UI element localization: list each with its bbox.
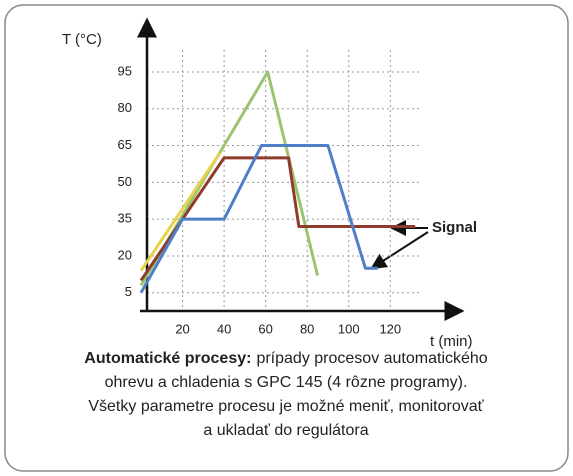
- x-tick-label: 40: [217, 321, 231, 336]
- y-tick-label: 5: [125, 284, 132, 299]
- caption-line: Všetky parametre procesu je možné meniť,…: [88, 398, 484, 415]
- caption: Automatické procesy: prípady procesov aut…: [84, 350, 488, 439]
- caption-lead: Automatické procesy:: [84, 350, 251, 367]
- caption-line: Automatické procesy: prípady procesov aut…: [84, 350, 488, 367]
- caption-line: a ukladať do regulátora: [203, 422, 368, 439]
- y-tick-label: 95: [118, 63, 132, 78]
- series-line: [139, 152, 222, 272]
- x-tick-label: 20: [175, 321, 189, 336]
- annotation-arrow: [370, 231, 429, 270]
- y-tick-label: 35: [118, 211, 132, 226]
- y-tick-label: 65: [118, 137, 132, 152]
- x-tick-label: 60: [258, 321, 272, 336]
- y-tick-label: 20: [118, 247, 132, 262]
- annotation: Signal: [432, 219, 477, 236]
- y-tick-label: 80: [118, 100, 132, 115]
- x-tick-label: 120: [379, 321, 401, 336]
- caption-line: ohrevu a chladenia s GPC 145 (4 rôzne pr…: [105, 374, 468, 391]
- caption-text: prípady procesov automatického: [256, 350, 487, 367]
- y-tick-label: 50: [118, 174, 132, 189]
- x-tick-label: 100: [338, 321, 360, 336]
- y-axis-label: T (°C): [62, 31, 102, 48]
- series-line: [139, 144, 378, 294]
- series-line: [139, 156, 416, 282]
- x-tick-label: 80: [300, 321, 314, 336]
- series-line: [139, 70, 320, 287]
- x-axis-label: t (min): [430, 333, 473, 350]
